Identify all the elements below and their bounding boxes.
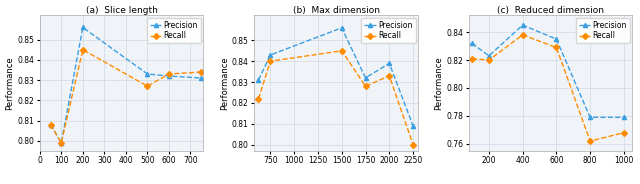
Recall bbox=[79, 49, 86, 51]
Precision bbox=[266, 54, 274, 56]
Precision bbox=[47, 123, 54, 126]
Recall bbox=[362, 85, 369, 87]
Line: Precision: Precision bbox=[49, 25, 204, 145]
Precision bbox=[197, 77, 205, 79]
Precision bbox=[468, 42, 476, 44]
Precision bbox=[143, 73, 151, 75]
Precision bbox=[58, 142, 65, 144]
Recall bbox=[58, 142, 65, 144]
Recall bbox=[266, 60, 274, 62]
Recall bbox=[385, 75, 393, 77]
Title: (b)  Max dimension: (b) Max dimension bbox=[292, 6, 380, 15]
Precision bbox=[165, 75, 173, 77]
Title: (a)  Slice length: (a) Slice length bbox=[86, 6, 157, 15]
Line: Precision: Precision bbox=[257, 26, 415, 128]
Precision bbox=[519, 24, 527, 26]
Recall bbox=[47, 123, 54, 126]
Y-axis label: Performance: Performance bbox=[435, 56, 444, 110]
Precision bbox=[362, 77, 369, 79]
Recall bbox=[197, 71, 205, 73]
Precision bbox=[338, 27, 346, 29]
Precision bbox=[385, 62, 393, 64]
Recall bbox=[165, 73, 173, 75]
Recall bbox=[143, 85, 151, 87]
Precision bbox=[409, 125, 417, 127]
Recall bbox=[468, 58, 476, 60]
Precision bbox=[79, 26, 86, 29]
Y-axis label: Performance: Performance bbox=[6, 56, 15, 110]
Legend: Precision, Recall: Precision, Recall bbox=[362, 18, 415, 43]
Recall bbox=[255, 98, 262, 100]
Recall bbox=[552, 46, 560, 49]
Recall bbox=[409, 144, 417, 146]
Recall bbox=[586, 140, 594, 142]
Recall bbox=[519, 34, 527, 36]
Recall bbox=[620, 132, 628, 134]
Legend: Precision, Recall: Precision, Recall bbox=[147, 18, 201, 43]
Precision bbox=[255, 79, 262, 81]
Line: Precision: Precision bbox=[470, 23, 626, 119]
Title: (c)  Reduced dimension: (c) Reduced dimension bbox=[497, 6, 604, 15]
Legend: Precision, Recall: Precision, Recall bbox=[576, 18, 630, 43]
Line: Recall: Recall bbox=[257, 49, 415, 147]
Precision bbox=[552, 38, 560, 40]
Recall bbox=[338, 50, 346, 52]
Precision bbox=[586, 116, 594, 118]
Line: Recall: Recall bbox=[470, 33, 626, 143]
Precision bbox=[485, 55, 493, 57]
Line: Recall: Recall bbox=[49, 48, 204, 145]
Y-axis label: Performance: Performance bbox=[220, 56, 229, 110]
Precision bbox=[620, 116, 628, 118]
Recall bbox=[485, 59, 493, 61]
